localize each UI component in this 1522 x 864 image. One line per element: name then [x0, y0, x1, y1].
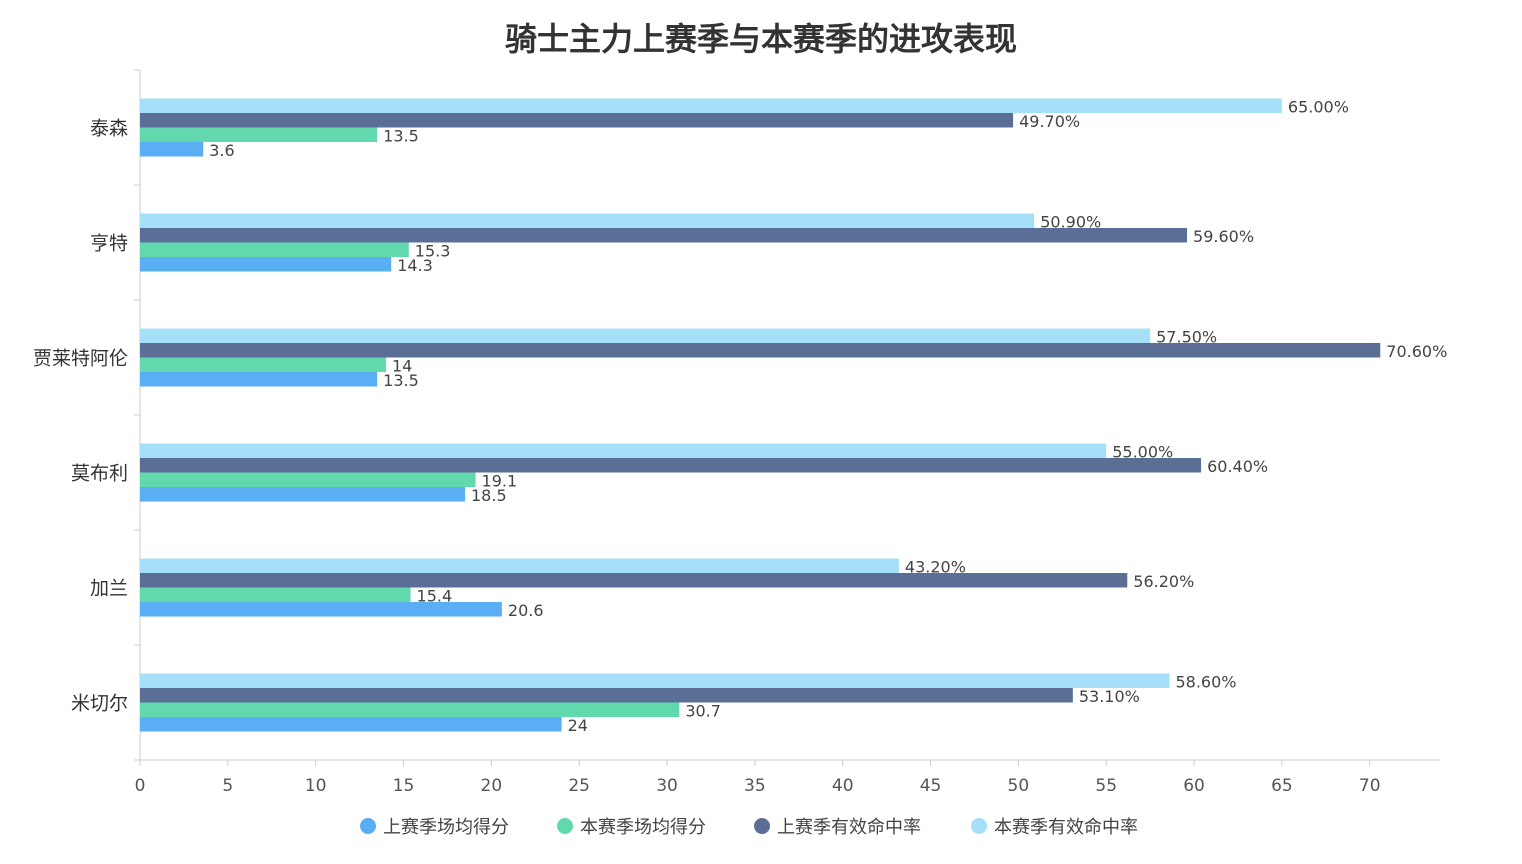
bar	[140, 443, 1107, 458]
bar	[140, 472, 476, 487]
data-label: 24	[568, 716, 588, 735]
data-label: 14	[392, 357, 412, 376]
legend-item[interactable]: 上赛季场均得分	[360, 817, 509, 838]
category-label: 加兰	[90, 578, 128, 600]
x-tick-label: 45	[920, 776, 942, 796]
bar	[140, 228, 1188, 243]
data-label: 49.70%	[1019, 112, 1080, 131]
bar	[140, 372, 378, 387]
chart-title: 骑士主力上赛季与本赛季的进攻表现	[505, 20, 1017, 58]
x-tick-label: 60	[1183, 776, 1205, 796]
x-tick-label: 20	[481, 776, 503, 796]
bar	[140, 602, 502, 617]
bar	[140, 343, 1381, 358]
category-label: 米切尔	[71, 693, 128, 715]
data-label: 19.1	[482, 472, 518, 491]
category-label: 泰森	[90, 118, 128, 140]
x-tick-label: 35	[744, 776, 766, 796]
data-label: 50.90%	[1040, 213, 1101, 232]
data-label: 59.60%	[1193, 227, 1254, 246]
legend-item[interactable]: 本赛季有效命中率	[971, 817, 1138, 838]
data-label: 18.5	[471, 486, 507, 505]
data-label: 14.3	[397, 256, 433, 275]
legend-label: 上赛季场均得分	[383, 817, 509, 838]
x-tick-label: 55	[1095, 776, 1117, 796]
data-label: 3.6	[209, 141, 234, 160]
legend-marker	[971, 818, 987, 834]
data-label: 60.40%	[1207, 457, 1268, 476]
x-tick-label: 10	[305, 776, 327, 796]
bar	[140, 587, 411, 602]
x-tick-label: 30	[656, 776, 678, 796]
category-label: 莫布利	[71, 463, 128, 485]
bar	[140, 213, 1035, 228]
bar	[140, 458, 1202, 473]
bar	[140, 673, 1170, 688]
bar	[140, 113, 1014, 128]
x-tick-label: 15	[393, 776, 415, 796]
data-label: 55.00%	[1112, 443, 1173, 462]
legend-label: 本赛季场均得分	[580, 817, 706, 838]
x-tick-label: 50	[1008, 776, 1030, 796]
bar	[140, 688, 1073, 703]
data-label: 30.7	[685, 702, 721, 721]
data-label: 15.4	[417, 587, 453, 606]
bar	[140, 558, 899, 573]
bar	[140, 717, 562, 732]
legend-marker	[557, 818, 573, 834]
bar	[140, 257, 392, 272]
legend-label: 上赛季有效命中率	[777, 817, 921, 838]
data-label: 53.10%	[1079, 687, 1140, 706]
data-label: 70.60%	[1386, 342, 1447, 361]
data-label: 43.20%	[905, 558, 966, 577]
bar	[140, 142, 204, 157]
category-label: 贾莱特阿伦	[33, 348, 128, 370]
x-tick-label: 40	[832, 776, 854, 796]
bar	[140, 487, 465, 502]
legend-marker	[360, 818, 376, 834]
legend-label: 本赛季有效命中率	[994, 817, 1138, 838]
x-tick-label: 5	[222, 776, 233, 796]
category-label: 亨特	[90, 233, 128, 255]
bar	[140, 98, 1282, 113]
bar	[140, 242, 409, 257]
data-label: 20.6	[508, 601, 544, 620]
bar	[140, 328, 1151, 343]
legend-item[interactable]: 上赛季有效命中率	[754, 817, 921, 838]
data-label: 13.5	[383, 127, 419, 146]
data-label: 15.3	[415, 242, 451, 261]
x-tick-label: 65	[1271, 776, 1293, 796]
legend-item[interactable]: 本赛季场均得分	[557, 817, 706, 838]
data-label: 13.5	[383, 371, 419, 390]
data-label: 65.00%	[1288, 98, 1349, 117]
data-label: 57.50%	[1156, 328, 1217, 347]
x-tick-label: 70	[1359, 776, 1381, 796]
x-tick-label: 0	[135, 776, 146, 796]
bar	[140, 357, 386, 372]
bar	[140, 702, 680, 717]
data-label: 56.20%	[1133, 572, 1194, 591]
bar	[140, 127, 378, 142]
data-label: 58.60%	[1175, 673, 1236, 692]
legend-marker	[754, 818, 770, 834]
x-tick-label: 25	[568, 776, 590, 796]
bar	[140, 573, 1128, 588]
